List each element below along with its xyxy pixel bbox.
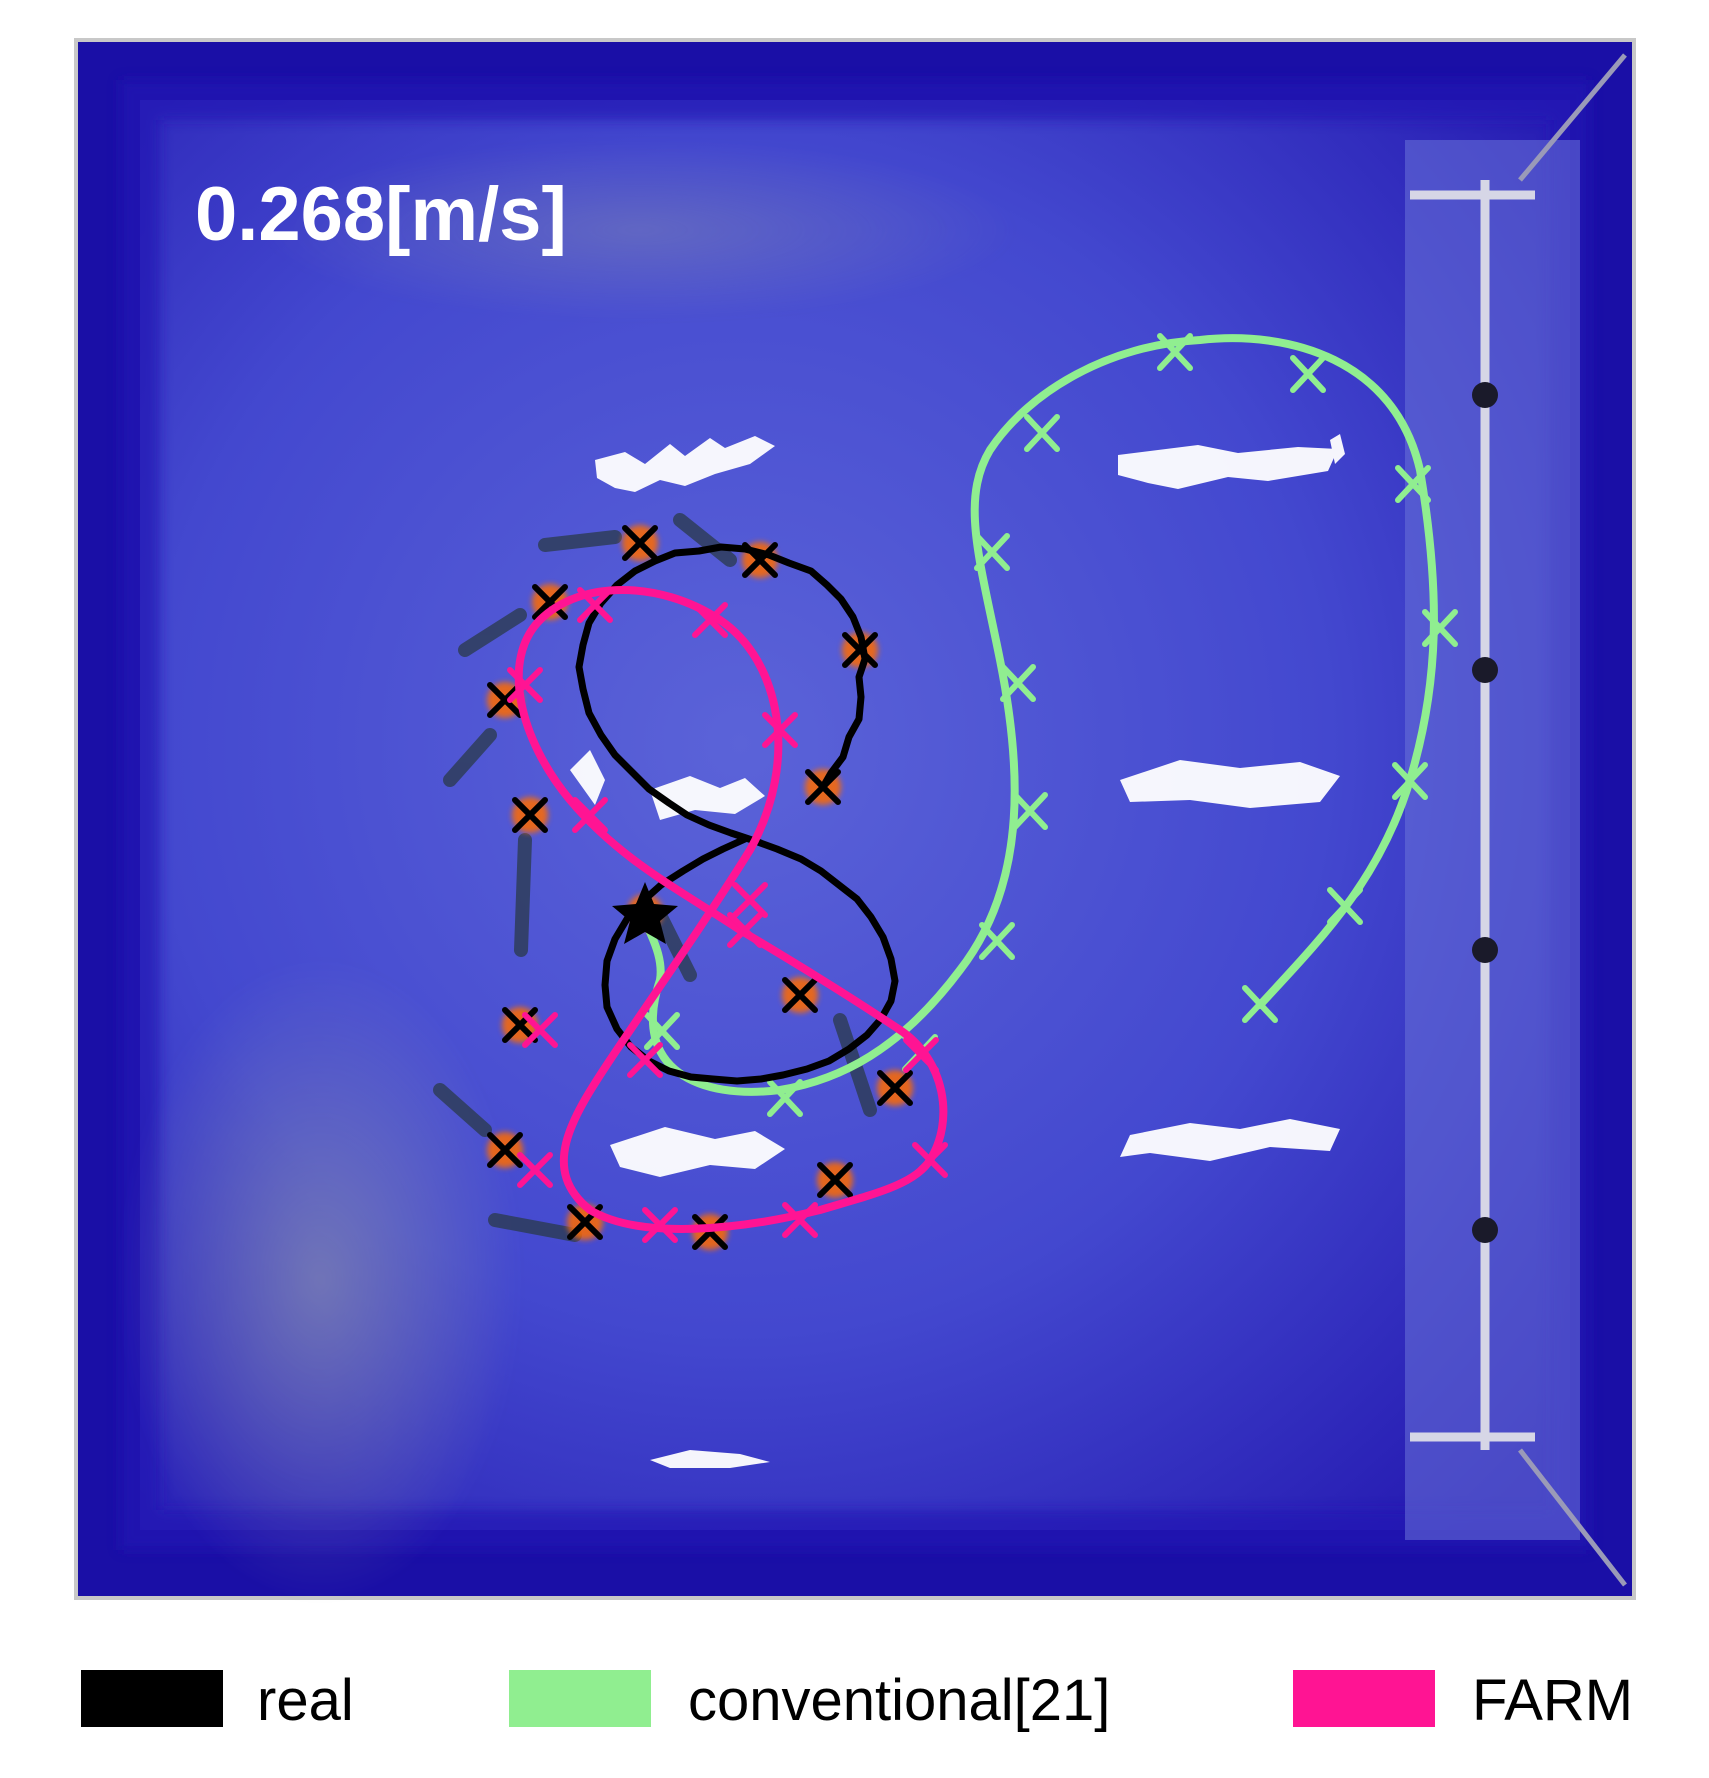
speed-label: 0.268[m/s] [195, 172, 567, 257]
legend-item-conventional: conventional[21] [509, 1668, 1110, 1733]
real-start-star [612, 882, 678, 944]
real-markers [487, 525, 913, 1250]
legend-swatch-real [81, 1670, 223, 1727]
legend-item-real: real [81, 1668, 354, 1733]
farm-markers [507, 587, 948, 1243]
fish-streaks [433, 513, 877, 1242]
light-reflections [570, 434, 1345, 1468]
tank-photo [74, 38, 1636, 1600]
farm-trajectory [507, 586, 948, 1243]
conventional-path [643, 334, 1438, 1096]
legend-label-real: real [257, 1668, 354, 1733]
conventional-trajectory [643, 333, 1458, 1117]
legend-label-conventional: conventional[21] [688, 1668, 1110, 1733]
farm-path [514, 586, 948, 1233]
legend-swatch-conventional [509, 1670, 651, 1727]
legend: real conventional[21] FARM [81, 1668, 1633, 1733]
legend-label-farm: FARM [1472, 1668, 1633, 1733]
tank-right-panel [1405, 140, 1580, 1540]
legend-swatch-farm [1293, 1670, 1435, 1727]
legend-item-farm: FARM [1293, 1668, 1633, 1733]
